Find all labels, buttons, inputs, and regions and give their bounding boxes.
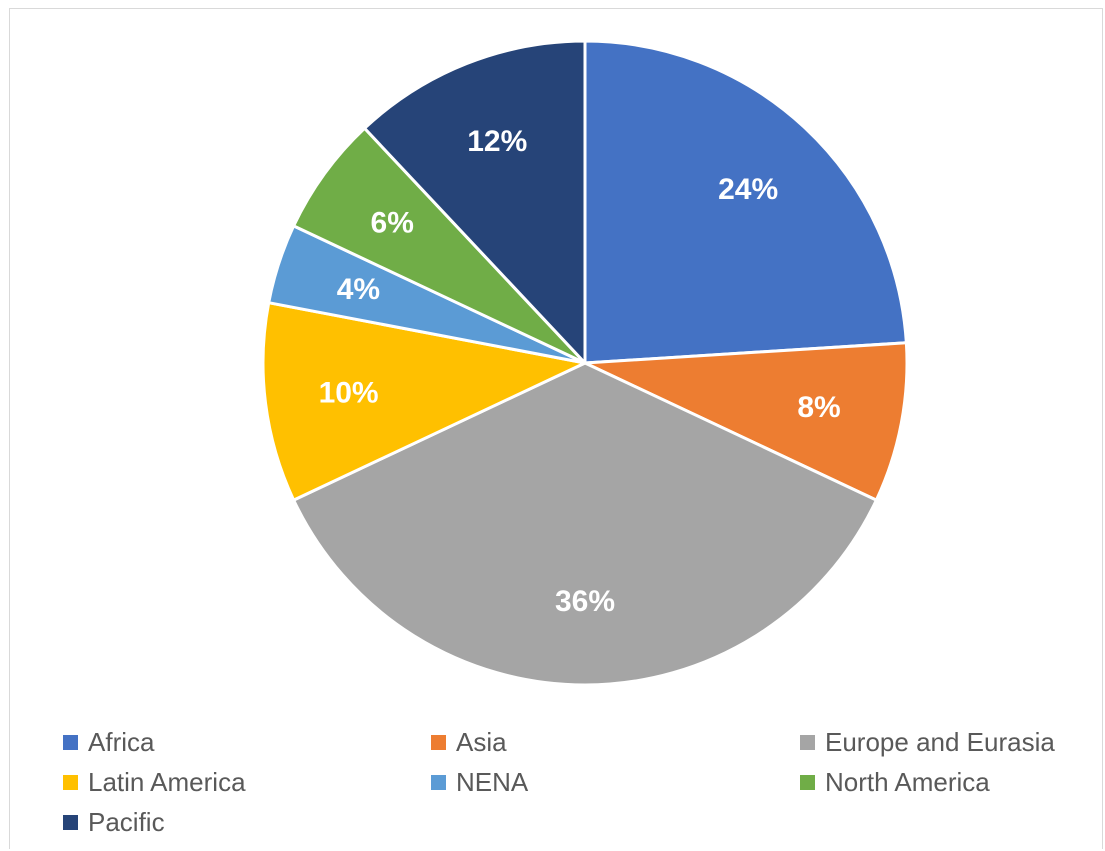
pie-slice-north-america — [292, 126, 587, 365]
data-label-asia: 8% — [797, 391, 840, 424]
pie-slice-latin-america — [261, 301, 587, 502]
data-label-pacific: 12% — [467, 125, 527, 158]
data-label-africa: 24% — [718, 173, 778, 206]
pie-slice-pacific — [363, 39, 587, 365]
pie-slice-europe-and-eurasia — [292, 361, 878, 687]
data-label-nena: 4% — [337, 273, 380, 306]
pie-slice-africa — [583, 39, 908, 365]
chart-area — [9, 8, 1103, 849]
data-label-europe-and-eurasia: 36% — [555, 585, 615, 618]
pie-slice-asia — [583, 341, 909, 502]
data-label-north-america: 6% — [371, 206, 414, 239]
data-label-latin-america: 10% — [319, 376, 379, 409]
